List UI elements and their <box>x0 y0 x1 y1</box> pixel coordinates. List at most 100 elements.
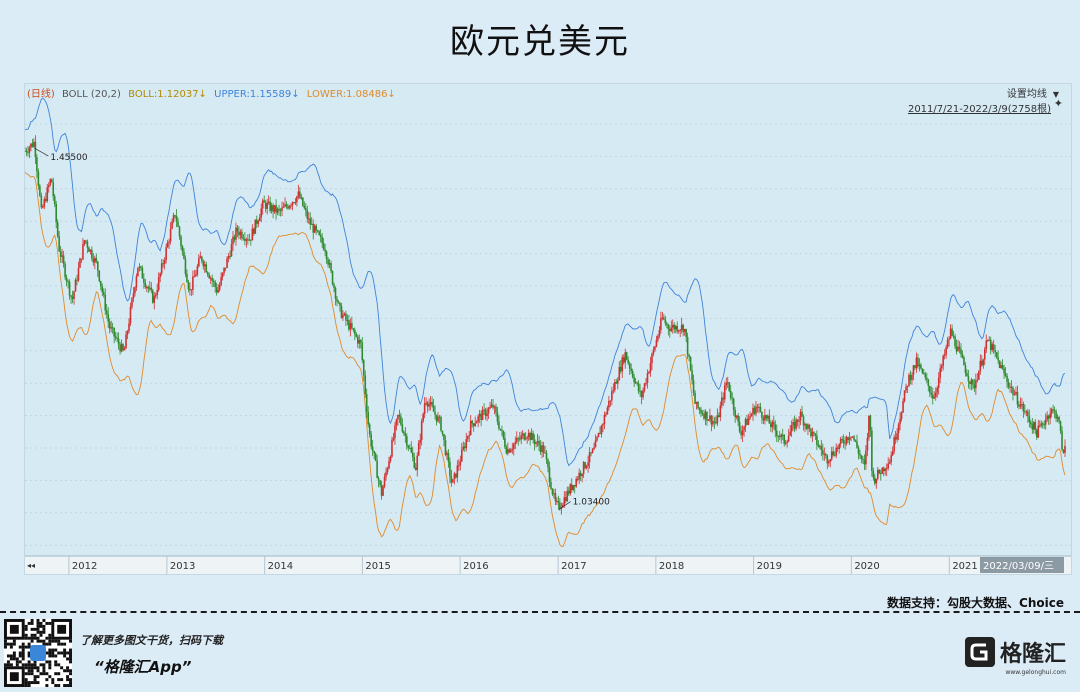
candle-body <box>391 439 393 457</box>
candle-body <box>468 435 471 437</box>
candle-body <box>55 203 57 223</box>
candle-body <box>630 368 632 372</box>
candle-body <box>793 422 796 429</box>
candle-body <box>116 337 118 339</box>
candle-body <box>936 387 939 393</box>
candle-body <box>1052 409 1054 411</box>
candle-body <box>718 415 720 418</box>
candle-body <box>535 442 537 444</box>
candle-body <box>1035 429 1038 438</box>
candle-body <box>299 191 301 198</box>
candle-body <box>501 429 503 431</box>
candle-body <box>138 266 141 268</box>
candle-body <box>582 462 585 474</box>
candle-body <box>822 450 824 455</box>
candle-body <box>297 191 300 197</box>
candle-body <box>275 205 277 213</box>
candle-body <box>441 430 444 435</box>
candlestick-chart[interactable]: 1.45500 1.03400 ◂◂ 2012 2013 2014 2015 2016 2017… <box>25 84 1071 574</box>
candle-body <box>119 344 121 352</box>
candle-body <box>608 400 610 408</box>
candle-body <box>302 197 304 206</box>
candle-body <box>567 490 570 494</box>
candle-body <box>1040 423 1043 426</box>
candle-body <box>157 277 160 291</box>
candle-body <box>340 305 343 318</box>
candle-body <box>151 290 154 303</box>
candle-body <box>640 391 643 398</box>
candle-body <box>764 415 766 421</box>
candle-body <box>988 339 991 341</box>
candle-body <box>955 346 958 352</box>
candle-body <box>1064 445 1066 453</box>
candle-body <box>682 324 684 333</box>
candle-body <box>423 403 426 414</box>
candle-body <box>599 433 601 435</box>
candle-body <box>165 247 167 260</box>
candle-body <box>129 306 132 324</box>
candle-body <box>960 349 962 355</box>
candle-body <box>330 263 332 272</box>
date-range-link[interactable]: 2011/7/21-2022/3/9(2758根) <box>907 104 1051 115</box>
candle-body <box>123 348 126 351</box>
candle-body <box>397 414 399 420</box>
candle-body <box>462 446 465 450</box>
candle-body <box>565 497 567 502</box>
candle-body <box>617 380 619 384</box>
candle-body <box>1049 413 1051 419</box>
pin-icon[interactable]: ✦ <box>1053 97 1063 110</box>
candle-body <box>918 364 921 367</box>
candle-body <box>667 324 670 330</box>
candle-body <box>166 242 169 248</box>
candle-body <box>661 317 664 319</box>
candle-body <box>306 210 309 219</box>
candle-body <box>163 259 166 264</box>
candle-body <box>120 344 123 352</box>
candle-body <box>183 251 185 259</box>
candle-body <box>472 423 475 426</box>
candle-body <box>869 415 872 431</box>
chart-panel[interactable]: 1.45500 1.03400 ◂◂ 2012 2013 2014 2015 2016 2017… <box>24 83 1072 575</box>
candle-body <box>606 407 609 415</box>
candle-body <box>203 264 206 267</box>
candle-body <box>722 397 725 400</box>
ma-settings-button[interactable]: 设置均线 ▼ <box>1007 85 1059 100</box>
brand-url: www.gelonghui.com <box>1005 669 1066 676</box>
candle-body <box>657 335 659 340</box>
candle-body <box>392 437 395 440</box>
candle-body <box>900 412 903 419</box>
candle-body <box>807 424 809 429</box>
candle-body <box>810 428 812 437</box>
candle-body <box>42 206 44 208</box>
candle-body <box>929 386 931 393</box>
candle-body <box>196 266 199 275</box>
candle-body <box>986 340 989 342</box>
candle-body <box>851 436 854 438</box>
candle-body <box>572 485 575 491</box>
candle-body <box>819 446 821 448</box>
candle-body <box>906 385 909 387</box>
candle-body <box>865 450 867 465</box>
candle-body <box>609 400 612 402</box>
candle-body <box>264 202 267 209</box>
candle-body <box>891 451 894 456</box>
candle-body <box>967 376 970 382</box>
candle-body <box>475 421 478 424</box>
candle-body <box>890 455 892 463</box>
candle-body <box>1001 365 1004 369</box>
candle-body <box>1031 424 1034 430</box>
candle-body <box>466 436 469 440</box>
candle-body <box>205 264 208 273</box>
candle-body <box>71 296 74 300</box>
candle-body <box>288 206 291 209</box>
candle-body <box>611 391 613 401</box>
candle-body <box>937 377 940 388</box>
candle-body <box>438 416 441 418</box>
candle-body <box>348 320 350 330</box>
candle-body <box>523 433 525 440</box>
candle-body <box>59 251 62 257</box>
candle-body <box>27 152 29 154</box>
candle-body <box>946 339 949 348</box>
candle-body <box>469 420 472 436</box>
candle-body <box>618 366 621 381</box>
